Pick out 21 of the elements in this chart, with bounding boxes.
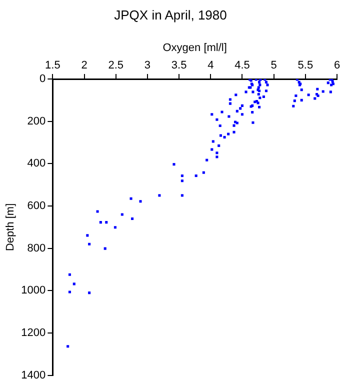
x-tick-label: 4 (208, 59, 214, 72)
y-tick-label: 600 (27, 200, 46, 212)
x-tick-label: 2.5 (108, 59, 124, 72)
y-tick-label: 1400 (21, 369, 46, 382)
y-tick-label: 1000 (21, 284, 46, 297)
y-tick-label: 200 (27, 115, 46, 128)
y-tick-label: 1200 (21, 327, 46, 340)
x-tick-label: 5.5 (298, 59, 314, 72)
x-tick-label: 4.5 (234, 59, 250, 72)
y-tick-label: 400 (27, 158, 46, 170)
x-tick-label: 5 (270, 59, 277, 72)
x-axis-title: Oxygen [ml/l] (162, 42, 227, 54)
y-tick-label: 800 (27, 242, 46, 254)
x-tick-label: 3.5 (171, 59, 187, 72)
y-tick-label: 0 (40, 73, 46, 86)
x-tick-label: 2 (81, 59, 88, 72)
x-tick-label: 1.5 (45, 59, 60, 72)
y-axis-title: Depth [m] (4, 203, 17, 252)
x-tick-label: 6 (334, 59, 340, 72)
x-tick-label: 3 (144, 59, 151, 72)
chart-title: JPQX in April, 1980 (114, 7, 227, 22)
